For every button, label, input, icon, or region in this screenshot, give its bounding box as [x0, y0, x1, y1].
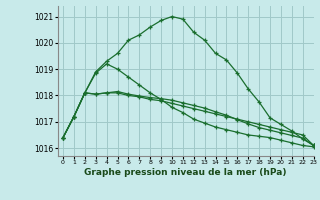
X-axis label: Graphe pression niveau de la mer (hPa): Graphe pression niveau de la mer (hPa) — [84, 168, 287, 177]
